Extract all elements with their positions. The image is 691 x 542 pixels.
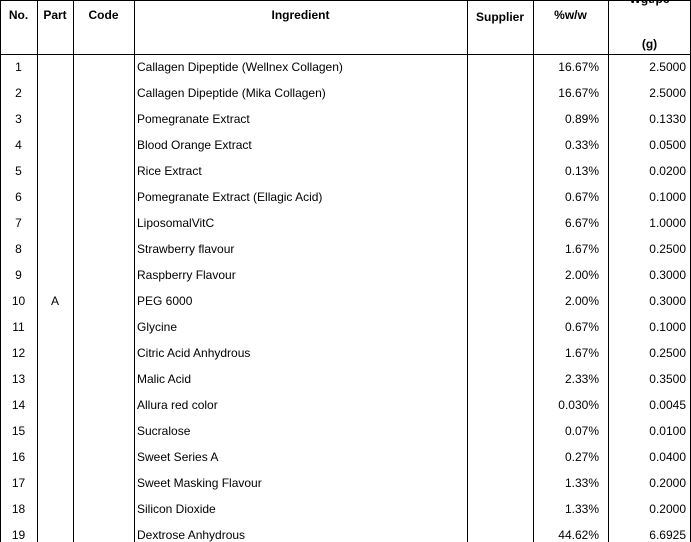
- row-wgt: 0.1000: [649, 190, 686, 204]
- row-ingredient: Dextrose Anhydrous: [137, 528, 246, 542]
- column-rule: [37, 0, 38, 542]
- row-ingredient: Pomegranate Extract: [137, 112, 250, 126]
- row-wgt: 0.3000: [649, 294, 686, 308]
- row-pct: 1.67%: [564, 346, 599, 360]
- row-pct: 0.89%: [564, 112, 599, 126]
- row-wgt: 0.2000: [649, 476, 686, 490]
- row-no: 16: [11, 450, 26, 464]
- row-pct: 44.62%: [558, 528, 599, 542]
- row-no: 12: [11, 346, 26, 360]
- row-pct: 1.67%: [564, 242, 599, 256]
- row-no: 4: [15, 138, 22, 152]
- row-ingredient: Citric Acid Anhydrous: [137, 346, 251, 360]
- row-ingredient: Sweet Masking Flavour: [137, 476, 262, 490]
- row-wgt: 1.0000: [649, 216, 686, 230]
- row-pct: 0.07%: [564, 424, 599, 438]
- column-rule: [0, 0, 1, 542]
- row-pct: 1.33%: [564, 502, 599, 516]
- row-ingredient: Callagen Dipeptide (Mika Collagen): [137, 86, 326, 100]
- column-rule: [608, 0, 609, 542]
- row-ingredient: Pomegranate Extract (Ellagic Acid): [137, 190, 323, 204]
- row-wgt: 2.5000: [649, 86, 686, 100]
- row-pct: 6.67%: [564, 216, 599, 230]
- row-pct: 2.00%: [564, 268, 599, 282]
- row-pct: 0.27%: [564, 450, 599, 464]
- column-rule: [134, 0, 135, 542]
- row-wgt: 0.3000: [649, 268, 686, 282]
- header-pct: %w/w: [554, 8, 587, 22]
- column-rule: [533, 0, 534, 542]
- row-no: 2: [15, 86, 22, 100]
- row-wgt: 0.0500: [649, 138, 686, 152]
- row-wgt: 0.1000: [649, 320, 686, 334]
- row-no: 7: [15, 216, 22, 230]
- header-ingredient: Ingredient: [271, 8, 330, 22]
- row-ingredient: PEG 6000: [137, 294, 193, 308]
- row-wgt: 0.0045: [649, 398, 686, 412]
- header-rule: [0, 0, 691, 1]
- row-no: 17: [11, 476, 26, 490]
- row-ingredient: Silicon Dioxide: [137, 502, 216, 516]
- row-wgt: 0.0100: [649, 424, 686, 438]
- row-ingredient: Rice Extract: [137, 164, 202, 178]
- row-no: 13: [11, 372, 26, 386]
- column-rule: [73, 0, 74, 542]
- row-no: 3: [15, 112, 22, 126]
- row-pct: 16.67%: [558, 86, 599, 100]
- row-ingredient: Callagen Dipeptide (Wellnex Collagen): [137, 60, 343, 74]
- row-pct: 0.67%: [564, 320, 599, 334]
- row-ingredient: Strawberry flavour: [137, 242, 235, 256]
- row-wgt: 6.6925: [649, 528, 686, 542]
- row-wgt: 0.0400: [649, 450, 686, 464]
- row-wgt: 0.3500: [649, 372, 686, 386]
- row-ingredient: Allura red color: [137, 398, 218, 412]
- row-wgt: 0.2500: [649, 242, 686, 256]
- row-pct: 2.33%: [564, 372, 599, 386]
- row-no: 10: [11, 294, 26, 308]
- row-no: 14: [11, 398, 26, 412]
- row-no: 11: [12, 320, 25, 334]
- row-pct: 0.33%: [564, 138, 599, 152]
- row-no: 8: [15, 242, 22, 256]
- row-no: 18: [11, 502, 26, 516]
- row-pct: 0.030%: [558, 398, 599, 412]
- row-wgt: 0.0200: [649, 164, 686, 178]
- row-wgt: 2.5000: [649, 60, 686, 74]
- row-pct: 2.00%: [564, 294, 599, 308]
- row-no: 5: [15, 164, 22, 178]
- row-ingredient: Sucralose: [137, 424, 191, 438]
- header-code: Code: [88, 8, 119, 22]
- row-wgt: 0.1330: [649, 112, 686, 126]
- row-ingredient: Malic Acid: [137, 372, 192, 386]
- row-no: 9: [15, 268, 22, 282]
- header-supplier: Supplier: [475, 10, 524, 24]
- row-part: A: [50, 294, 59, 308]
- row-no: 1: [15, 60, 22, 74]
- header-part: Part: [43, 8, 67, 22]
- row-pct: 0.67%: [564, 190, 599, 204]
- row-wgt: 0.2000: [649, 502, 686, 516]
- header-no: No.: [8, 8, 29, 22]
- row-no: 19: [11, 528, 26, 542]
- header-rule: [0, 54, 691, 55]
- row-ingredient: Blood Orange Extract: [137, 138, 252, 152]
- row-wgt: 0.2500: [649, 346, 686, 360]
- row-pct: 16.67%: [558, 60, 599, 74]
- row-pct: 1.33%: [564, 476, 599, 490]
- header-wgt-unit: (g): [641, 37, 658, 51]
- row-no: 15: [11, 424, 26, 438]
- header-wgt: Wgt/pc: [608, 0, 691, 12]
- row-ingredient: LiposomalVitC: [137, 216, 215, 230]
- row-no: 6: [15, 190, 22, 204]
- row-ingredient: Raspberry Flavour: [137, 268, 236, 282]
- row-ingredient: Glycine: [137, 320, 178, 334]
- row-pct: 0.13%: [564, 164, 599, 178]
- column-rule: [467, 0, 468, 542]
- row-ingredient: Sweet Series A: [137, 450, 219, 464]
